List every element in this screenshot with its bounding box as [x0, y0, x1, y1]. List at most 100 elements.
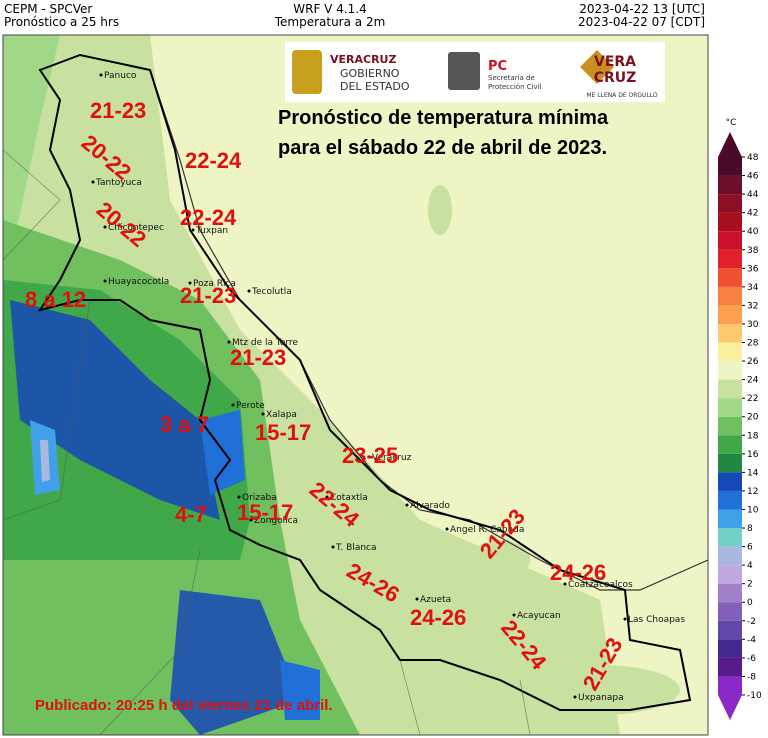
- logo-text: VERA: [594, 54, 636, 70]
- colorbar-segment: [718, 323, 742, 343]
- city-marker: [103, 225, 107, 229]
- city-marker: [445, 527, 449, 531]
- colorbar-label: 18: [747, 431, 759, 441]
- city-label: Perote: [236, 401, 265, 411]
- colorbar-segment: [718, 620, 742, 640]
- city-marker: [623, 617, 627, 621]
- colorbar-label: -4: [747, 635, 756, 645]
- city-label: Zongolica: [254, 516, 298, 526]
- city-marker: [247, 289, 251, 293]
- header-text: Temperatura a 2m: [274, 15, 386, 29]
- colorbar-segment: [718, 268, 742, 287]
- colorbar-top: [718, 132, 742, 157]
- logo-shield: [292, 50, 322, 94]
- colorbar-segment: [718, 342, 742, 362]
- map-title: para el sábado 22 de abril de 2023.: [278, 137, 607, 159]
- map-frame: [2, 34, 709, 736]
- logo-pc-shield: [448, 52, 480, 90]
- temperature-range: 24-26: [410, 605, 466, 630]
- colorbar-segment: [718, 546, 742, 566]
- colorbar-segment: [718, 212, 742, 232]
- colorbar-segment: [718, 416, 742, 436]
- logo-text: GOBIERNO: [340, 67, 400, 80]
- colorbar-label: 38: [747, 246, 759, 256]
- city-label: Coatzacoalcos: [568, 580, 633, 590]
- city-label: Tuxpan: [195, 226, 228, 236]
- colorbar-segment: [718, 249, 742, 269]
- colorbar-label: 42: [747, 209, 758, 219]
- colorbar-label: 12: [747, 487, 758, 497]
- city-marker: [188, 281, 192, 285]
- city-label: Orizaba: [242, 493, 277, 503]
- colorbar-label: 22: [747, 394, 758, 404]
- header-text: WRF V 4.1.4: [293, 2, 366, 16]
- colorbar-label: 36: [747, 264, 759, 274]
- temperature-range: 15-17: [237, 500, 293, 525]
- colorbar-segment: [718, 528, 742, 547]
- city-label: Azueta: [420, 595, 451, 605]
- colorbar-segment: [718, 509, 742, 529]
- temperature-range: 21-23: [180, 283, 236, 308]
- colorbar-label: 0: [747, 598, 753, 608]
- colorbar-label: 28: [747, 339, 759, 349]
- colorbar-segment: [718, 639, 742, 658]
- colorbar-label: 10: [747, 505, 759, 515]
- colorbar-label: 34: [747, 283, 759, 293]
- logo-text: Secretaría de: [488, 74, 535, 82]
- colorbar-label: 8: [747, 524, 753, 534]
- colorbar-label: -8: [747, 672, 756, 682]
- map-title: Pronóstico de temperatura mínima: [278, 107, 609, 129]
- city-label: Cotaxtla: [330, 493, 368, 503]
- colorbar-segment: [718, 361, 742, 380]
- colorbar-segment: [718, 657, 742, 677]
- logo-text: ME LLENA DE ORGULLO: [586, 92, 658, 99]
- logo-text: PC: [488, 59, 507, 74]
- temperature-range: 21-23: [230, 345, 286, 370]
- header-text: 2023-04-22 13 [UTC]: [579, 2, 705, 16]
- colorbar-segment: [718, 398, 742, 417]
- colorbar-segment: [718, 565, 742, 584]
- city-label: Xalapa: [266, 410, 297, 420]
- logo-text: VERACRUZ: [330, 53, 396, 66]
- colorbar-label: 48: [747, 153, 759, 163]
- colorbar-label: 30: [747, 320, 759, 330]
- temperature-range: 8 a 12: [25, 287, 86, 312]
- colorbar-label: 20: [747, 413, 759, 423]
- colorbar-segment: [718, 379, 742, 399]
- logo-text: CRUZ: [594, 70, 637, 86]
- temperature-range: 23-25: [342, 443, 398, 468]
- logo-text: Protección Civil: [488, 83, 542, 91]
- city-marker: [325, 495, 329, 499]
- city-marker: [91, 180, 95, 184]
- city-marker: [563, 582, 567, 586]
- city-label: Angel R. Cabada: [450, 525, 524, 535]
- colorbar-label: 46: [747, 172, 759, 182]
- temperature-range: 4-7: [175, 502, 207, 527]
- map: [3, 35, 708, 735]
- temperature-range: 24-26: [550, 560, 606, 585]
- temperature-range: 15-17: [255, 420, 311, 445]
- city-marker: [512, 613, 516, 617]
- city-marker: [261, 412, 265, 416]
- city-label: Huayacocotla: [108, 277, 169, 287]
- temperature-range: 21-23: [90, 98, 146, 123]
- city-marker: [227, 340, 231, 344]
- city-marker: [573, 695, 577, 699]
- city-label: Tecolutla: [251, 287, 292, 297]
- city-label: Panuco: [104, 71, 137, 81]
- city-marker: [99, 73, 103, 77]
- temperature-range: 3 a 7: [160, 412, 209, 437]
- colorbar-segment: [718, 490, 742, 510]
- colorbar-bottom: [718, 695, 742, 720]
- city-marker: [367, 455, 371, 459]
- colorbar-segment: [718, 435, 742, 454]
- colorbar-label: 14: [747, 468, 759, 478]
- colorbar-unit: °C: [726, 118, 737, 128]
- colorbar-label: 40: [747, 227, 759, 237]
- header-text: Pronóstico a 25 hrs: [4, 15, 119, 29]
- colorbar-label: -10: [747, 691, 762, 701]
- city-marker: [331, 545, 335, 549]
- city-marker: [237, 495, 241, 499]
- colorbar-segment: [718, 175, 742, 195]
- temperature-range: 22-24: [180, 205, 237, 230]
